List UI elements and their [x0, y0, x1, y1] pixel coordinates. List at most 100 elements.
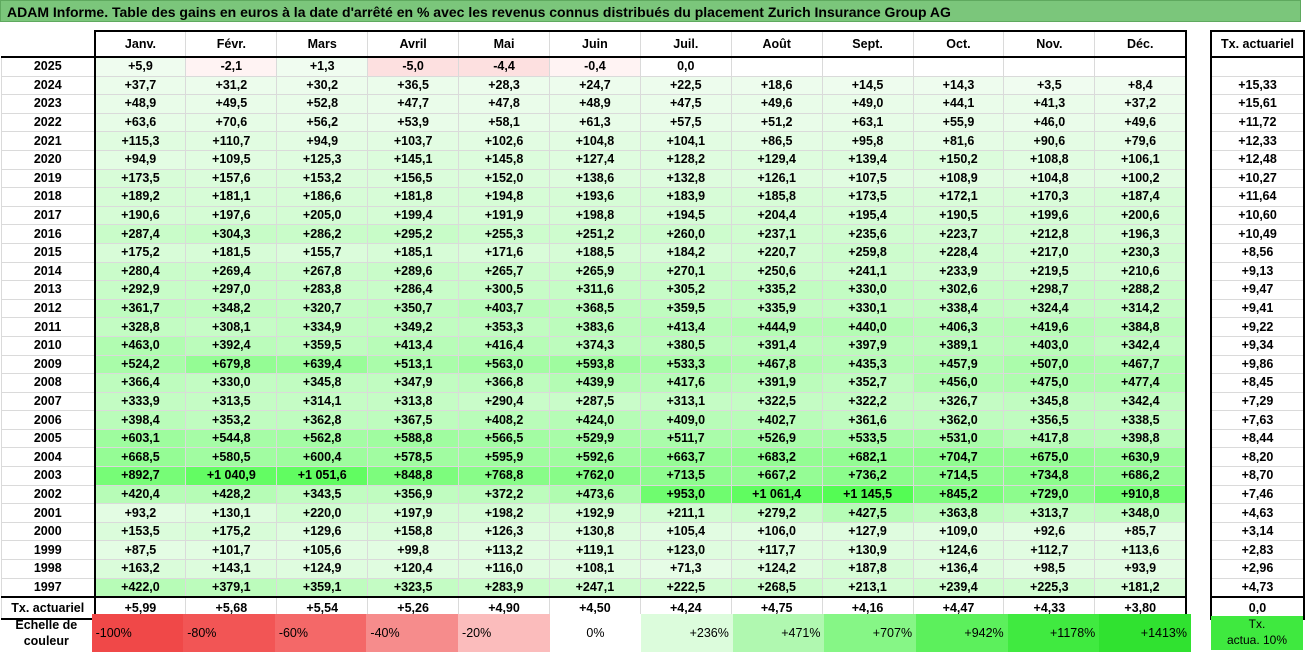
actuarial-cell: +8,56	[1210, 242, 1305, 263]
gain-cell: +143,1	[185, 559, 278, 579]
gain-cell: +762,0	[548, 466, 641, 486]
gain-cell: +295,2	[367, 224, 460, 244]
gain-cell: +47,7	[367, 94, 460, 114]
gain-cell: +361,7	[93, 298, 187, 319]
gain-cell: +213,1	[821, 577, 914, 598]
actuarial-row: +12,33	[1210, 131, 1305, 151]
month-header-8: Août	[730, 30, 823, 58]
gain-cell: +125,3	[276, 149, 369, 170]
actuarial-cell: +8,70	[1210, 466, 1305, 486]
gain-cell: +286,2	[276, 224, 369, 244]
gain-cell: +326,7	[912, 391, 1005, 412]
actuarial-cell: +9,22	[1210, 317, 1305, 337]
year-label: 2000	[1, 521, 95, 542]
color-scale-label: Echelle de couleur	[1, 614, 92, 652]
gain-cell: +328,8	[93, 317, 187, 337]
year-label: 2022	[1, 112, 95, 133]
table-row: 2000 +153,5 +175,2 +129,6 +158,8 +126,3 +130,8…	[1, 521, 1188, 542]
gain-cell: +578,5	[367, 447, 460, 468]
month-header-3: Mars	[276, 30, 369, 58]
gain-cell: +334,9	[276, 317, 369, 337]
gain-cell: +22,5	[639, 75, 732, 96]
gain-cell: +595,9	[458, 447, 550, 468]
gain-cell: +348,2	[185, 298, 278, 319]
color-scale-swatch: +236%	[641, 614, 733, 652]
month-header-12: Déc.	[1094, 30, 1188, 58]
year-label: 2019	[1, 168, 95, 189]
gain-cell: +368,5	[548, 298, 641, 319]
gain-cell: +197,9	[367, 503, 460, 523]
gain-cell: +184,2	[639, 242, 732, 263]
gain-cell: +170,3	[1003, 187, 1096, 207]
gain-cell: +199,4	[367, 205, 460, 226]
gain-cell: +233,9	[912, 261, 1005, 282]
table-row: 2009 +524,2 +679,8 +639,4 +513,1 +563,0 +593,8…	[1, 354, 1188, 375]
year-label: 2006	[1, 410, 95, 430]
gain-cell: +128,2	[639, 149, 732, 170]
gain-cell: +44,1	[912, 94, 1005, 114]
gain-cell: +734,8	[1003, 466, 1096, 486]
gain-cell: +100,2	[1094, 168, 1188, 189]
gain-cell: +359,5	[639, 298, 732, 319]
gain-cell: +444,9	[730, 317, 823, 337]
gain-cell: +129,6	[276, 521, 369, 542]
year-label: 2024	[1, 75, 95, 96]
table-row: 1998 +163,2 +143,1 +124,9 +120,4 +116,0 +108,1…	[1, 559, 1188, 579]
color-scale-swatch: +1178%	[1007, 614, 1100, 652]
gain-cell: +406,3	[912, 317, 1005, 337]
gain-cell: +279,2	[730, 503, 823, 523]
gain-cell: +109,0	[912, 521, 1005, 542]
actuarial-row: +8,20	[1210, 447, 1305, 468]
year-label: 2008	[1, 373, 95, 393]
table-row: 2016 +287,4 +304,3 +286,2 +295,2 +255,3 +251,2…	[1, 224, 1188, 244]
gain-cell: +183,9	[639, 187, 732, 207]
gain-cell: +265,9	[548, 261, 641, 282]
actuarial-cell: +9,34	[1210, 335, 1305, 356]
actuarial-row: +7,46	[1210, 484, 1305, 505]
gain-cell: +150,2	[912, 149, 1005, 170]
gain-cell: +529,9	[548, 428, 641, 449]
gain-cell: +403,0	[1003, 335, 1096, 356]
gain-cell: +210,6	[1094, 261, 1188, 282]
gain-cell: +391,9	[730, 373, 823, 393]
color-scale-swatch: -60%	[274, 614, 367, 652]
actuarial-row: +8,70	[1210, 466, 1305, 486]
year-label: 2005	[1, 428, 95, 449]
gain-cell: +391,4	[730, 335, 823, 356]
gain-cell: +124,6	[912, 540, 1005, 561]
gain-cell: +366,4	[93, 373, 187, 393]
actuarial-row: +15,33	[1210, 75, 1305, 96]
gain-cell: +359,1	[276, 577, 369, 598]
month-header-9: Sept.	[821, 30, 914, 58]
gain-cell: +14,5	[821, 75, 914, 96]
footer-label: Tx. actuariel	[1, 596, 95, 621]
gain-cell: +18,6	[730, 75, 823, 96]
gain-cell: +105,4	[639, 521, 732, 542]
gain-cell: +287,5	[548, 391, 641, 412]
gain-cell: +374,3	[548, 335, 641, 356]
actuarial-cell: +15,61	[1210, 94, 1305, 114]
actuarial-row: +11,72	[1210, 112, 1305, 133]
gain-cell: +197,6	[185, 205, 278, 226]
gain-cell: +112,7	[1003, 540, 1096, 561]
gain-cell: +359,5	[276, 335, 369, 356]
gain-cell: +563,0	[458, 354, 550, 375]
gain-cell: +392,4	[185, 335, 278, 356]
gain-cell: +477,4	[1094, 373, 1188, 393]
gain-cell: +408,2	[458, 410, 550, 430]
gain-cell: +456,0	[912, 373, 1005, 393]
year-label: 2025	[1, 56, 95, 77]
gain-cell: +428,2	[185, 484, 278, 505]
gain-cell: +107,5	[821, 168, 914, 189]
gain-cell: +345,8	[276, 373, 369, 393]
year-label: 2004	[1, 447, 95, 468]
actuarial-row: +12,48	[1210, 149, 1305, 170]
gain-cell: +113,2	[458, 540, 550, 561]
gain-cell: +356,5	[1003, 410, 1096, 430]
gain-cell: +205,0	[276, 205, 369, 226]
gain-cell: +49,6	[730, 94, 823, 114]
gain-cell: +383,6	[548, 317, 641, 337]
gain-cell: +439,9	[548, 373, 641, 393]
gain-cell: +367,5	[367, 410, 460, 430]
gain-cell: +193,6	[548, 187, 641, 207]
